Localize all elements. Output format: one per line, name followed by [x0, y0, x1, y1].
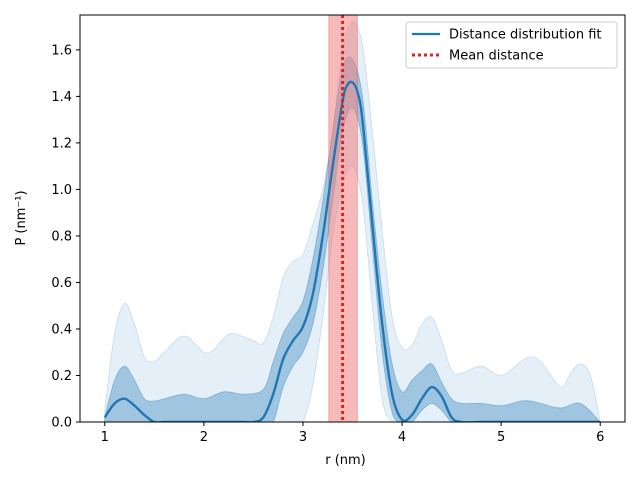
x-axis-label: r (nm): [325, 453, 366, 468]
y-tick-label: 0.8: [51, 229, 72, 244]
legend-box: [405, 21, 618, 69]
y-tick-label: 0.2: [51, 369, 72, 384]
y-tick-label: 1.4: [51, 90, 72, 105]
x-tick-label: 5: [497, 430, 505, 445]
x-tick-label: 1: [101, 430, 109, 445]
legend: Distance distribution fit Mean distance: [405, 21, 618, 69]
legend-label-mean: Mean distance: [449, 49, 544, 64]
y-tick-label: 1.6: [51, 43, 72, 58]
legend-label-fit: Distance distribution fit: [449, 28, 601, 43]
y-tick-label: 0.0: [51, 416, 72, 431]
y-tick-label: 0.4: [51, 322, 72, 337]
y-tick-label: 1.2: [51, 136, 72, 151]
y-tick-label: 0.6: [51, 276, 72, 291]
inner-confidence-band: [104, 56, 601, 422]
y-tick-label: 1.0: [51, 183, 72, 198]
y-axis-label: P (nm⁻¹): [14, 190, 29, 245]
x-tick-label: 4: [398, 430, 406, 445]
x-tick-label: 6: [596, 430, 604, 445]
plot-area: [103, 15, 601, 422]
fit-line: [103, 80, 601, 422]
axes: 1 2 3 4 5 6 0.0 0.2 0.4 0.6 0.8 1.0 1.2 1.4 1.6: [51, 14, 626, 445]
axes-frame: [79, 14, 626, 423]
x-tick-label: 2: [200, 430, 208, 445]
x-tick-label: 3: [299, 430, 307, 445]
